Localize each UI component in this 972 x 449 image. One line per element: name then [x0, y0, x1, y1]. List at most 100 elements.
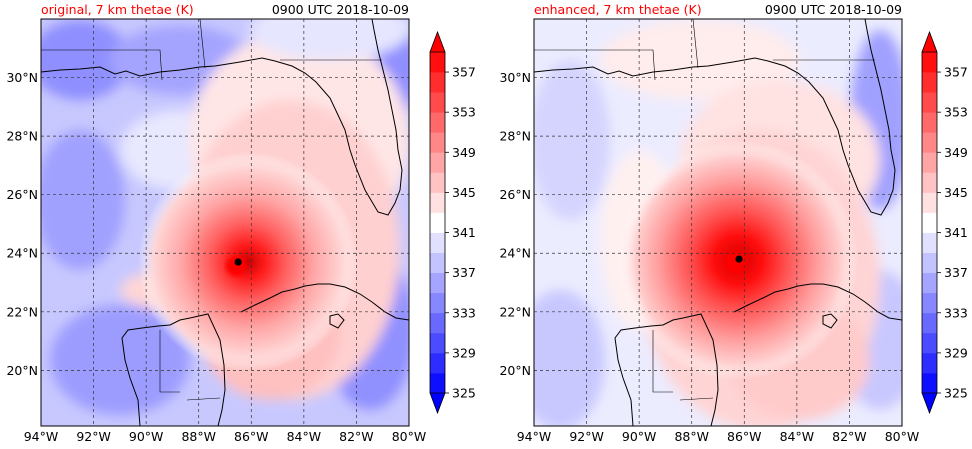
storm-center-marker — [234, 258, 242, 266]
colorbar-enhanced: 325 329 333 337 341 345 349 353 357 — [921, 30, 968, 415]
lat-tick-label: 30°N — [6, 70, 38, 85]
colorbar-label: 341 — [452, 225, 476, 240]
lon-tick-label: 86°W — [234, 429, 269, 444]
colorbar-band — [922, 172, 937, 193]
colorbar-band — [430, 232, 445, 253]
lon-tick-label: 80°W — [885, 429, 920, 444]
panel-time: 0900 UTC 2018-10-09 — [272, 2, 409, 17]
map-panel-enhanced: enhanced, 7 km thetae (K) 0900 UTC 2018-… — [499, 2, 920, 444]
colorbar-max-arrow — [921, 30, 938, 53]
lat-tick-label: 22°N — [6, 304, 38, 319]
colorbar-label: 337 — [452, 265, 476, 280]
colorbar-outline — [429, 52, 446, 393]
lon-tick-label: 94°W — [24, 429, 59, 444]
lat-tick-label: 20°N — [499, 363, 531, 378]
colorbar-label: 349 — [452, 145, 476, 160]
colorbar-band — [922, 112, 937, 133]
colorbar-label: 345 — [452, 185, 476, 200]
lat-tick-label: 24°N — [6, 246, 38, 261]
colorbar-label: 341 — [944, 225, 968, 240]
colorbar-band — [922, 72, 937, 93]
lon-tick-labels: 94°W 92°W 90°W 88°W 86°W 84°W 82°W 80°W — [24, 429, 427, 444]
colorbar-band — [922, 312, 937, 334]
colorbar-label: 325 — [944, 386, 968, 401]
colorbar-band — [430, 372, 445, 394]
lat-tick-label: 30°N — [499, 70, 531, 85]
lon-tick-label: 88°W — [674, 429, 709, 444]
lon-tick-label: 90°W — [622, 429, 657, 444]
storm-center-marker — [735, 255, 743, 263]
colorbar-label: 333 — [944, 305, 968, 320]
colorbar-band — [430, 172, 445, 193]
colorbar-max-arrow — [429, 30, 446, 53]
colorbar-band — [922, 52, 937, 73]
lon-tick-label: 80°W — [392, 429, 427, 444]
map-panel-original: original, 7 km thetae (K) 0900 UTC 2018-… — [6, 2, 427, 444]
colorbar-band — [922, 192, 937, 213]
coastlines — [534, 19, 902, 426]
colorbar-band — [430, 332, 445, 354]
colorbar-band — [430, 92, 445, 113]
colorbar-band — [922, 272, 937, 294]
map-frame — [40, 18, 410, 427]
lat-tick-label: 24°N — [499, 246, 531, 261]
colorbar-label: 325 — [452, 386, 476, 401]
colorbar-band — [922, 252, 937, 274]
colorbar-min-arrow — [429, 392, 446, 415]
lat-tick-label: 20°N — [6, 363, 38, 378]
colorbar-band — [430, 192, 445, 213]
colorbar-label: 329 — [452, 345, 476, 360]
lon-tick-labels: 94°W 92°W 90°W 88°W 86°W 84°W 82°W 80°W — [517, 429, 920, 444]
lon-tick-label: 90°W — [129, 429, 164, 444]
colorbar-label: 345 — [944, 185, 968, 200]
colorbar-band — [430, 252, 445, 274]
colorbar-label: 357 — [452, 65, 476, 80]
lat-tick-label: 28°N — [499, 129, 531, 144]
colorbar-band — [922, 372, 937, 394]
panel-time: 0900 UTC 2018-10-09 — [765, 2, 902, 17]
colorbar-band — [430, 132, 445, 153]
lon-tick-label: 92°W — [569, 429, 604, 444]
lon-tick-label: 86°W — [727, 429, 762, 444]
colorbar-label: 353 — [944, 105, 968, 120]
colorbar-band — [922, 92, 937, 113]
colorbar-label: 333 — [452, 305, 476, 320]
colorbar-label: 329 — [944, 345, 968, 360]
lon-tick-label: 94°W — [517, 429, 552, 444]
colorbar-label: 349 — [944, 145, 968, 160]
colorbar-band — [922, 152, 937, 173]
lon-tick-label: 92°W — [76, 429, 111, 444]
gridlines — [41, 19, 409, 426]
panel-title: original, 7 km thetae (K) — [41, 2, 194, 17]
gridlines — [534, 19, 902, 426]
lon-tick-label: 84°W — [287, 429, 322, 444]
colorbar-min-arrow — [921, 392, 938, 415]
colorbar-band — [430, 72, 445, 93]
lon-tick-label: 82°W — [339, 429, 374, 444]
colorbar-band — [430, 112, 445, 133]
colorbar-label: 357 — [944, 65, 968, 80]
map-frame — [533, 18, 903, 427]
colorbar-label: 337 — [944, 265, 968, 280]
coastlines — [41, 19, 409, 426]
lat-tick-labels: 20°N 22°N 24°N 26°N 28°N 30°N — [6, 70, 38, 378]
colorbar-band — [430, 312, 445, 334]
colorbar-band — [430, 52, 445, 73]
lat-tick-label: 26°N — [499, 187, 531, 202]
colorbar-band — [430, 212, 445, 233]
lat-tick-label: 28°N — [6, 129, 38, 144]
lon-tick-label: 88°W — [181, 429, 216, 444]
colorbar-original: 325 329 333 337 341 345 349 353 357 — [429, 30, 476, 415]
colorbar-band — [430, 272, 445, 294]
colorbar-band — [922, 232, 937, 253]
colorbar-label: 353 — [452, 105, 476, 120]
lat-tick-label: 22°N — [499, 304, 531, 319]
lat-tick-label: 26°N — [6, 187, 38, 202]
panel-title: enhanced, 7 km thetae (K) — [534, 2, 702, 17]
map-field — [41, 19, 409, 426]
lon-tick-label: 82°W — [832, 429, 867, 444]
colorbar-band — [922, 352, 937, 374]
colorbar-band — [922, 132, 937, 153]
colorbar-band — [430, 352, 445, 374]
